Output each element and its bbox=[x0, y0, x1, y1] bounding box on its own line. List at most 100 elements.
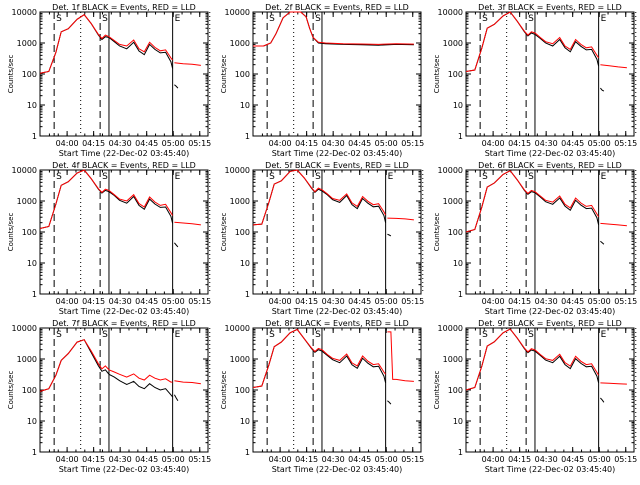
marker-label: S bbox=[528, 14, 534, 24]
y-tick-label: 10 bbox=[27, 101, 37, 110]
panel-title: Det. 3f BLACK = Events, RED = LLD bbox=[478, 3, 622, 12]
x-tick-label: 04:45 bbox=[348, 139, 371, 148]
y-tick-label: 100 bbox=[22, 386, 37, 395]
y-tick-label: 100 bbox=[22, 70, 37, 79]
x-tick-label: 04:00 bbox=[269, 455, 292, 464]
x-tick-label: 04:15 bbox=[508, 139, 531, 148]
x-tick-label: 05:15 bbox=[401, 297, 424, 306]
plot-frame bbox=[465, 11, 635, 137]
x-axis-label: Start Time (22-Dec-02 03:45:40) bbox=[485, 465, 616, 474]
x-axis-label: Start Time (22-Dec-02 03:45:40) bbox=[272, 465, 403, 474]
plot-frame bbox=[252, 169, 422, 295]
x-tick-label: 04:00 bbox=[269, 139, 292, 148]
x-tick-label: 04:45 bbox=[561, 139, 584, 148]
y-tick-label: 1000 bbox=[443, 39, 463, 48]
plot-frame bbox=[252, 327, 422, 453]
y-axis-label: Counts/sec bbox=[220, 213, 228, 252]
x-tick-label: 04:15 bbox=[295, 139, 318, 148]
y-tick-label: 100 bbox=[22, 228, 37, 237]
lld-series-line bbox=[252, 169, 387, 226]
y-tick-label: 1 bbox=[458, 290, 463, 299]
y-axis-label: Counts/sec bbox=[220, 55, 228, 94]
panel-title: Det. 2f BLACK = Events, RED = LLD bbox=[265, 3, 409, 12]
x-tick-label: 04:00 bbox=[482, 297, 505, 306]
events-series-line bbox=[387, 233, 392, 237]
x-tick-label: 04:15 bbox=[295, 297, 318, 306]
y-tick-label: 1000 bbox=[17, 355, 37, 364]
y-axis-label: Counts/sec bbox=[7, 371, 15, 410]
x-tick-label: 04:30 bbox=[322, 297, 345, 306]
marker-label: S bbox=[56, 172, 62, 182]
x-tick-label: 05:00 bbox=[375, 455, 398, 464]
x-tick-label: 05:00 bbox=[588, 297, 611, 306]
marker-label: S bbox=[56, 14, 62, 24]
y-tick-label: 10000 bbox=[12, 8, 37, 17]
lld-series-line bbox=[600, 64, 627, 69]
marker-label: S bbox=[269, 172, 275, 182]
lld-series-line bbox=[39, 169, 174, 229]
y-tick-label: 10 bbox=[240, 101, 250, 110]
y-tick-label: 10 bbox=[240, 259, 250, 268]
panel-det-3: 1 10 100 1000 10000 04:00 04:15 04:30 04:45 05:00… bbox=[433, 3, 637, 158]
x-tick-label: 04:15 bbox=[82, 455, 105, 464]
lld-series-line bbox=[465, 170, 600, 233]
lld-series-line bbox=[465, 11, 600, 72]
marker-label: S bbox=[102, 330, 108, 340]
y-axis-label: Counts/sec bbox=[7, 213, 15, 252]
x-tick-label: 05:00 bbox=[375, 297, 398, 306]
marker-label: S bbox=[315, 330, 321, 340]
y-axis-label: Counts/sec bbox=[433, 213, 441, 252]
x-tick-label: 04:45 bbox=[135, 139, 158, 148]
marker-label: E bbox=[175, 14, 181, 24]
panel-title: Det. 5f BLACK = Events, RED = LLD bbox=[265, 161, 409, 170]
plot-frame bbox=[39, 11, 209, 137]
events-series-line bbox=[174, 242, 179, 248]
marker-label: S bbox=[482, 172, 488, 182]
y-tick-label: 10 bbox=[27, 417, 37, 426]
x-tick-label: 04:00 bbox=[56, 297, 79, 306]
y-tick-label: 1000 bbox=[230, 39, 250, 48]
y-tick-label: 10 bbox=[453, 259, 463, 268]
y-tick-label: 10000 bbox=[438, 8, 463, 17]
panel-det-8: 1 10 100 1000 10000 04:00 04:15 04:30 04:45 05:00… bbox=[220, 319, 424, 474]
marker-label: S bbox=[482, 330, 488, 340]
marker-label: E bbox=[175, 330, 181, 340]
events-series-line bbox=[173, 394, 179, 402]
y-tick-label: 1000 bbox=[443, 355, 463, 364]
lld-series-line bbox=[387, 331, 414, 382]
y-tick-label: 1 bbox=[32, 448, 37, 457]
marker-label: S bbox=[269, 330, 275, 340]
y-tick-label: 1 bbox=[245, 290, 250, 299]
x-tick-label: 05:15 bbox=[401, 139, 424, 148]
y-axis-label: Counts/sec bbox=[7, 55, 15, 94]
x-tick-label: 04:30 bbox=[535, 139, 558, 148]
marker-label: E bbox=[175, 172, 181, 182]
y-tick-label: 1000 bbox=[17, 39, 37, 48]
y-tick-label: 100 bbox=[448, 70, 463, 79]
x-tick-label: 04:30 bbox=[535, 455, 558, 464]
marker-label: S bbox=[315, 172, 321, 182]
y-axis-label: Counts/sec bbox=[220, 371, 228, 410]
lld-series-line bbox=[253, 11, 414, 47]
x-tick-label: 04:15 bbox=[82, 139, 105, 148]
x-tick-label: 04:00 bbox=[56, 455, 79, 464]
lld-series-line bbox=[465, 328, 600, 391]
x-tick-label: 05:15 bbox=[188, 139, 211, 148]
x-tick-label: 04:00 bbox=[482, 139, 505, 148]
x-tick-label: 04:45 bbox=[561, 297, 584, 306]
x-tick-label: 05:15 bbox=[188, 455, 211, 464]
x-axis-label: Start Time (22-Dec-02 03:45:40) bbox=[485, 149, 616, 158]
y-tick-label: 10 bbox=[27, 259, 37, 268]
events-series-line bbox=[39, 339, 173, 398]
lld-series-line bbox=[174, 62, 201, 66]
x-tick-label: 05:15 bbox=[401, 455, 424, 464]
panel-det-5: 1 10 100 1000 10000 04:00 04:15 04:30 04:45 05:00… bbox=[220, 161, 424, 316]
y-tick-label: 10 bbox=[240, 417, 250, 426]
events-series-line bbox=[387, 400, 392, 405]
y-tick-label: 1000 bbox=[443, 197, 463, 206]
plot-frame bbox=[465, 327, 635, 453]
y-tick-label: 10 bbox=[453, 101, 463, 110]
y-tick-label: 100 bbox=[448, 228, 463, 237]
y-tick-label: 10000 bbox=[12, 324, 37, 333]
